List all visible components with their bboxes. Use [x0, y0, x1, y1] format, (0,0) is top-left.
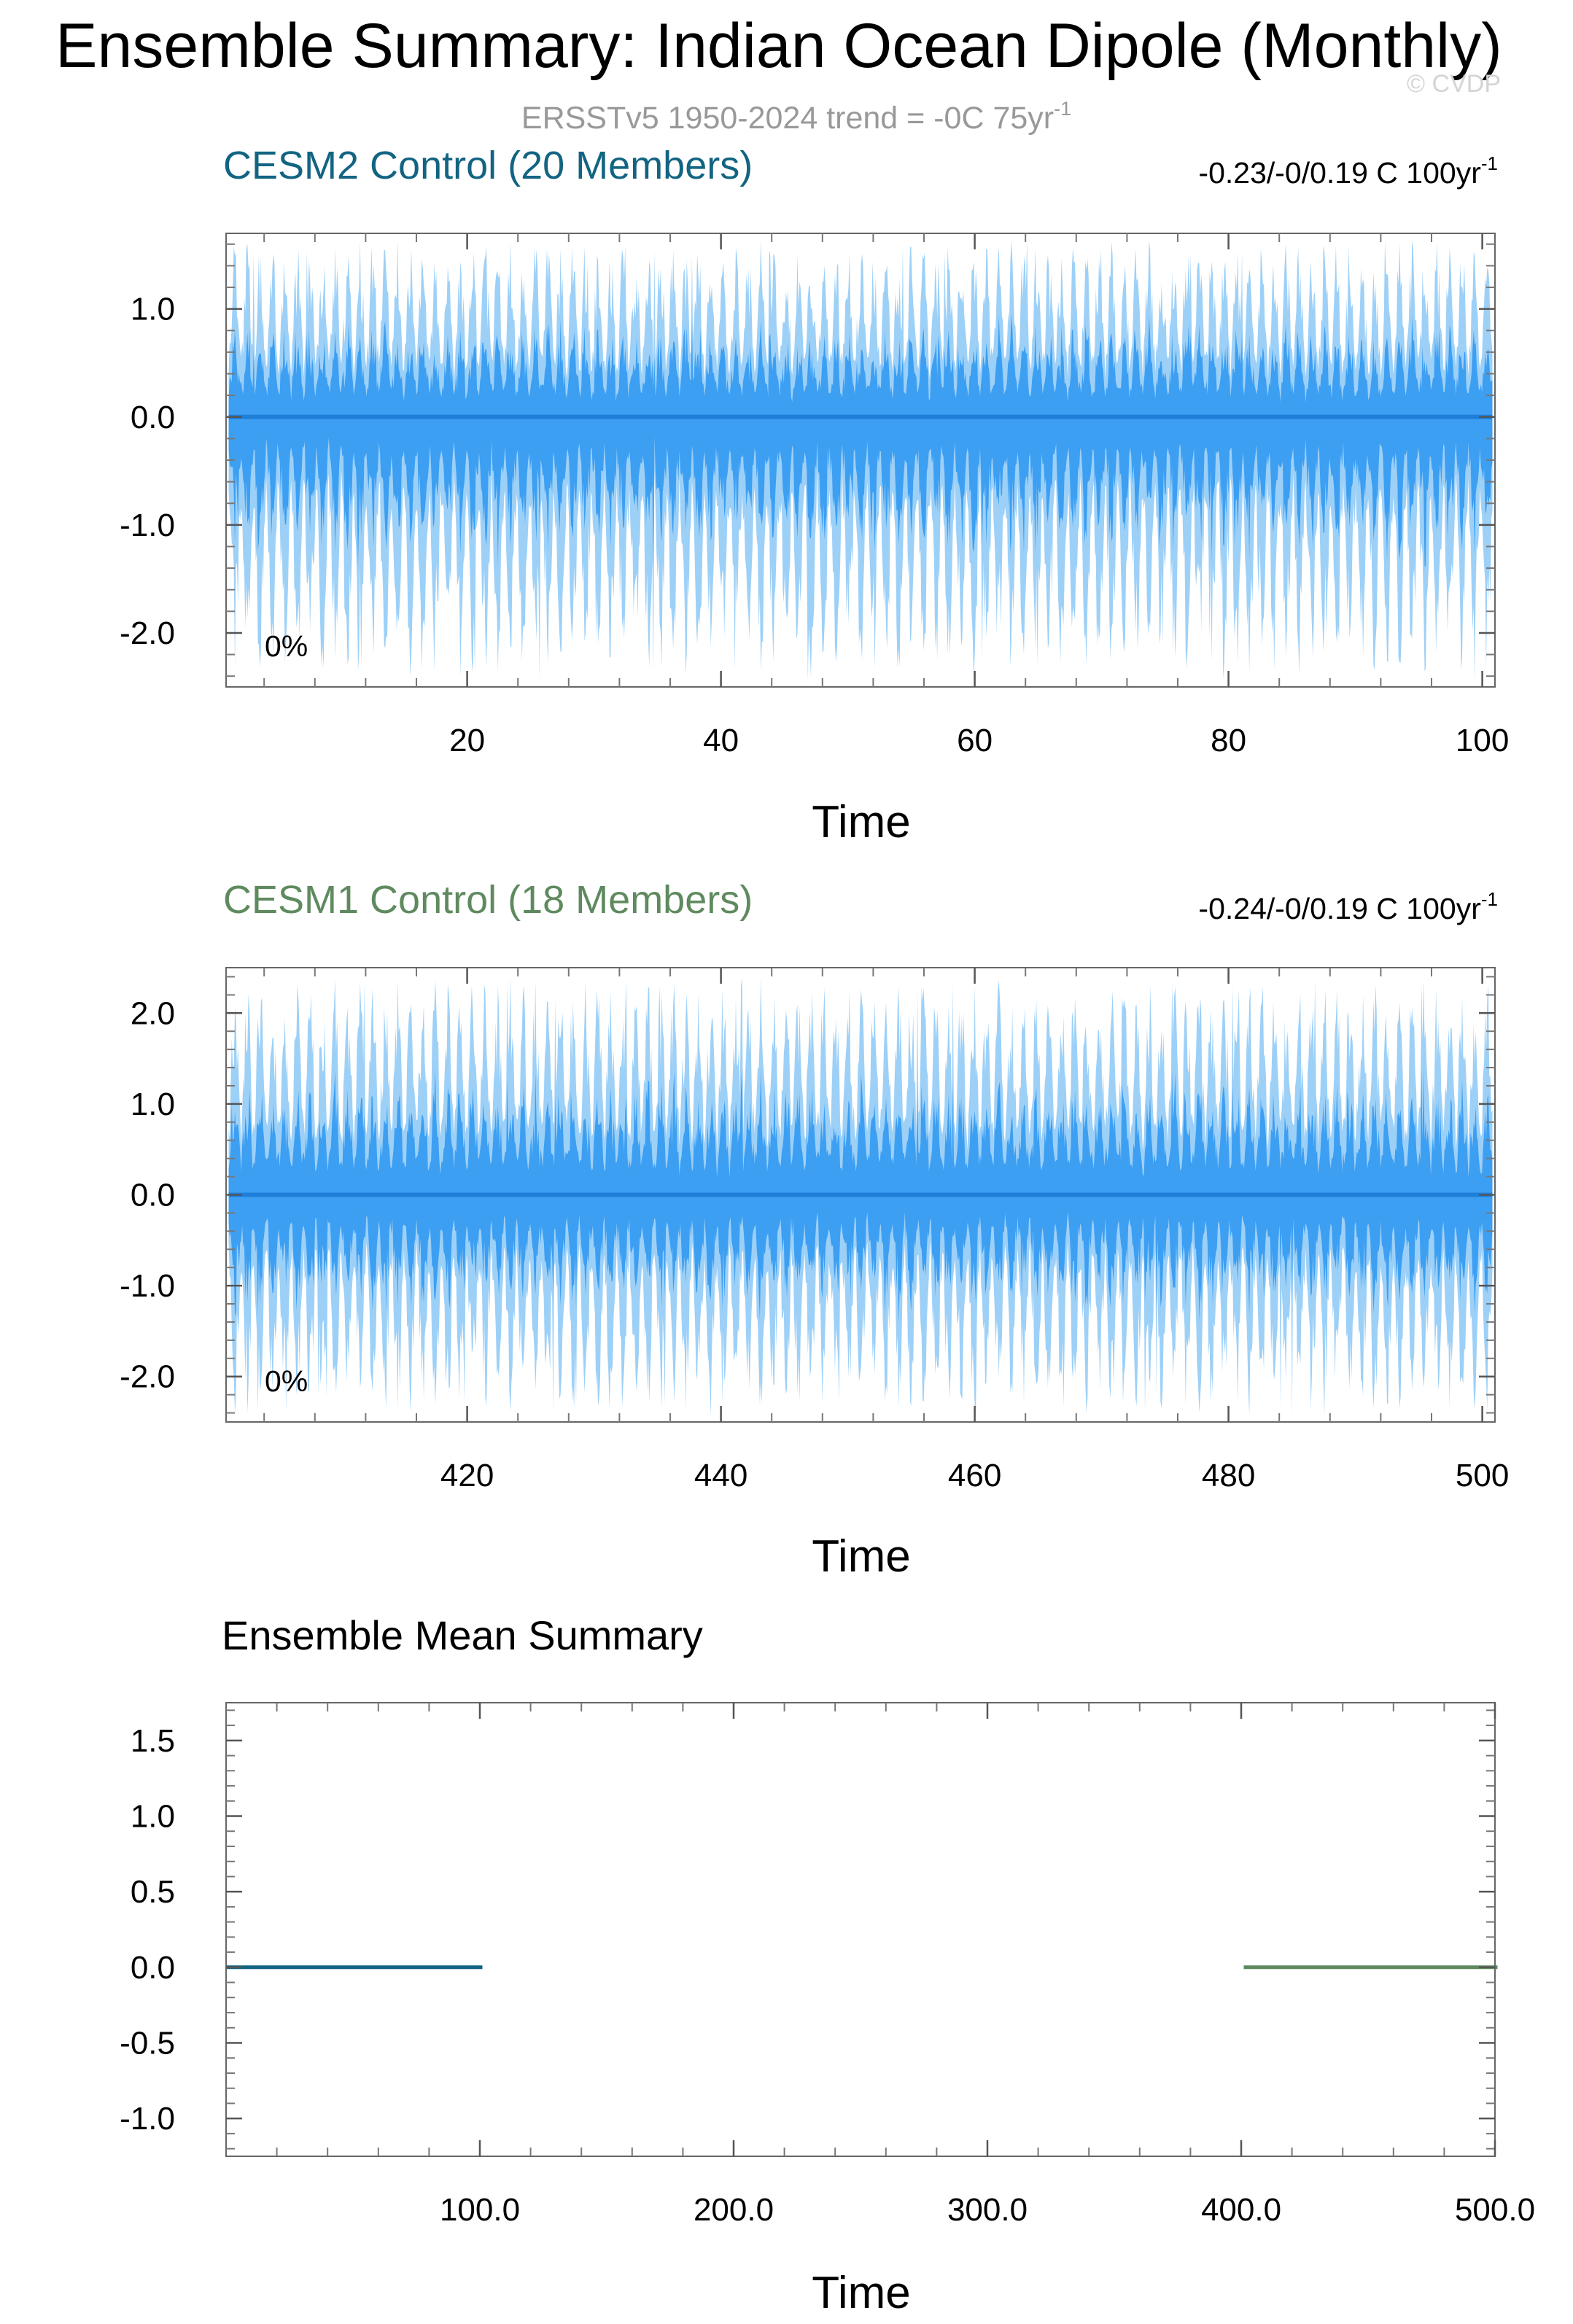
panel-cesm2-title: CESM2 Control (20 Members) [223, 144, 753, 187]
panel-cesm2-percent: 0% [265, 629, 308, 663]
x-tick-label: 100 [1456, 723, 1509, 758]
x-tick-label: 100.0 [440, 2192, 520, 2228]
y-tick-label: 2.0 [131, 995, 175, 1031]
panel-cesm1-title: CESM1 Control (18 Members) [223, 878, 753, 922]
y-tick-label: -1.0 [120, 2101, 175, 2137]
y-tick-label: 0.0 [131, 1178, 175, 1213]
x-tick-label: 500 [1456, 1458, 1509, 1493]
y-tick-label: -1.0 [120, 1268, 175, 1304]
figure-title: Ensemble Summary: Indian Ocean Dipole (M… [55, 11, 1502, 81]
x-tick-label: 400.0 [1201, 2192, 1281, 2228]
panel-cesm1-stats: -0.24/-0/0.19 C 100yr-1 [1198, 888, 1498, 925]
panel-ensemble-mean-title: Ensemble Mean Summary [222, 1612, 703, 1658]
y-tick-label: 1.5 [131, 1723, 175, 1759]
x-tick-label: 200.0 [694, 2192, 774, 2228]
x-tick-label: 460 [948, 1458, 1001, 1493]
y-tick-label: -2.0 [120, 1359, 175, 1395]
panel-ensemble-mean: Ensemble Mean Summary 100.0 200.0 300.0 400… [120, 1612, 1535, 2318]
x-tick-label: 300.0 [947, 2192, 1028, 2228]
x-tick-label: 80 [1211, 723, 1246, 758]
x-tick-label: 440 [694, 1458, 747, 1493]
x-tick-label: 480 [1202, 1458, 1255, 1493]
panel-cesm1-percent: 0% [265, 1364, 308, 1398]
panel-cesm2-stats-text: -0.23/-0/0.19 C 100yr [1198, 156, 1480, 190]
figure-watermark: © CVDP [1407, 70, 1501, 98]
y-tick-label: 1.0 [131, 1799, 175, 1835]
y-tick-label: -0.5 [120, 2026, 175, 2061]
panel-cesm2-plot: 20 40 60 80 100 1.0 0.0 -1.0 -2.0 [120, 233, 1509, 758]
y-tick-label: -1.0 [120, 508, 175, 543]
panel-cesm1: CESM1 Control (18 Members) -0.24/-0/0.19… [120, 878, 1509, 1582]
panel-cesm2-stats: -0.23/-0/0.19 C 100yr-1 [1198, 152, 1498, 190]
y-tick-label: 1.0 [131, 1087, 175, 1122]
panel-cesm1-xlabel: Time [812, 1531, 910, 1582]
panel-cesm2-stats-superscript: -1 [1481, 152, 1498, 174]
subtitle-text: ERSSTv5 1950-2024 trend = -0C 75yr [521, 101, 1054, 136]
x-tick-label: 500.0 [1455, 2192, 1535, 2228]
x-tick-label: 40 [703, 723, 739, 758]
x-tick-label: 20 [449, 723, 485, 758]
panel-cesm1-stats-text: -0.24/-0/0.19 C 100yr [1198, 892, 1480, 925]
subtitle-superscript: -1 [1054, 98, 1071, 120]
panel-ensemble-mean-xlabel: Time [812, 2268, 910, 2318]
y-tick-label: 1.0 [131, 292, 175, 327]
x-tick-label: 60 [957, 723, 993, 758]
y-tick-label: 0.0 [131, 400, 175, 435]
panel-cesm2-xlabel: Time [812, 797, 910, 847]
y-tick-label: 0.5 [131, 1874, 175, 1910]
x-tick-label: 420 [440, 1458, 494, 1493]
panel-cesm1-plot: 420 440 460 480 500 2.0 1.0 0.0 -1.0 -2.0 [120, 967, 1509, 1493]
y-tick-label: 0.0 [131, 1950, 175, 1986]
y-tick-label: -2.0 [120, 615, 175, 651]
panel-ensemble-mean-plot: 100.0 200.0 300.0 400.0 500.0 1.5 1.0 0.5 0.0 -0.… [120, 1702, 1535, 2228]
plot-frame [225, 1702, 1496, 2157]
panel-cesm2: CESM2 Control (20 Members) -0.23/-0/0.19… [120, 144, 1509, 847]
panel-cesm1-stats-superscript: -1 [1481, 888, 1498, 910]
figure-subtitle: ERSSTv5 1950-2024 trend = -0C 75yr-1 [521, 98, 1071, 136]
spread-band-inner [228, 314, 1493, 567]
